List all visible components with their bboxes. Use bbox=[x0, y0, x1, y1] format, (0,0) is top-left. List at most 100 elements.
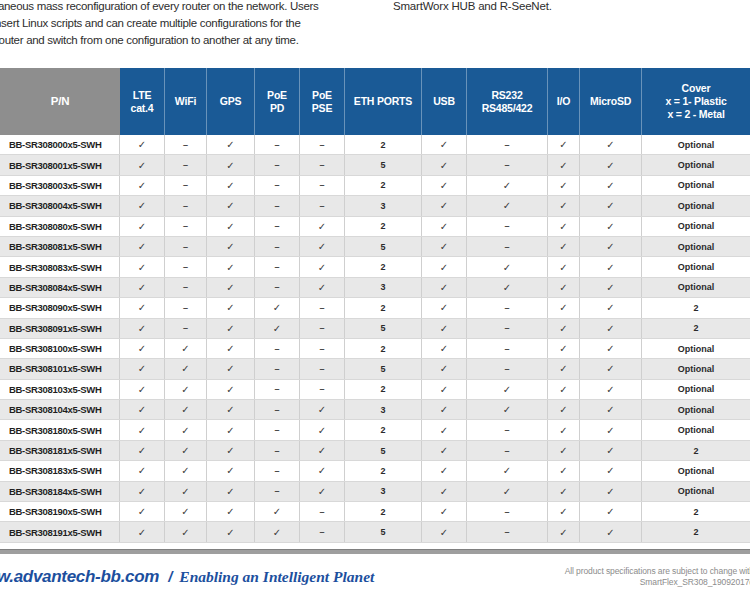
check-icon: ✓ bbox=[207, 176, 255, 195]
check-icon: ✓ bbox=[548, 522, 580, 541]
check-icon: ✓ bbox=[548, 339, 580, 358]
check-icon: ✓ bbox=[548, 155, 580, 174]
pn-cell: BB-SR308100x5-SWH bbox=[0, 339, 120, 358]
check-icon: ✓ bbox=[255, 502, 300, 521]
pn-cell: BB-SR308101x5-SWH bbox=[0, 359, 120, 378]
table-row: BB-SR308101x5-SWH✓✓✓––5✓–✓✓Optional bbox=[0, 359, 750, 379]
table-row: BB-SR308191x5-SWH✓✓✓✓–5✓–✓✓2 bbox=[0, 522, 750, 542]
value-cell: Optional bbox=[642, 359, 750, 378]
check-icon: ✓ bbox=[207, 319, 255, 338]
check-icon: ✓ bbox=[207, 461, 255, 480]
check-icon: ✓ bbox=[548, 298, 580, 317]
table-row: BB-SR308180x5-SWH✓✓✓–✓2✓–✓✓Optional bbox=[0, 420, 750, 440]
table-row: BB-SR308081x5-SWH✓–✓–✓5✓–✓✓Optional bbox=[0, 237, 750, 257]
dash-cell: – bbox=[467, 441, 548, 460]
check-icon: ✓ bbox=[165, 482, 207, 501]
check-icon: ✓ bbox=[548, 319, 580, 338]
check-icon: ✓ bbox=[580, 461, 642, 480]
check-icon: ✓ bbox=[120, 420, 165, 439]
check-icon: ✓ bbox=[120, 298, 165, 317]
check-icon: ✓ bbox=[207, 400, 255, 419]
pn-cell: BB-SR308001x5-SWH bbox=[0, 155, 120, 174]
value-cell: Optional bbox=[642, 237, 750, 256]
check-icon: ✓ bbox=[165, 502, 207, 521]
check-icon: ✓ bbox=[580, 278, 642, 297]
footer-note: All product specifications are subject t… bbox=[565, 566, 750, 588]
check-icon: ✓ bbox=[548, 482, 580, 501]
check-icon: ✓ bbox=[255, 522, 300, 541]
pn-cell: BB-SR308003x5-SWH bbox=[0, 176, 120, 195]
pn-cell: BB-SR308000x5-SWH bbox=[0, 135, 120, 154]
dash-cell: – bbox=[467, 420, 548, 439]
check-icon: ✓ bbox=[165, 359, 207, 378]
datasheet-page: taneous mass reconfiguration of every ro… bbox=[0, 0, 750, 608]
value-cell: 2 bbox=[345, 176, 422, 195]
dash-cell: – bbox=[165, 196, 207, 215]
check-icon: ✓ bbox=[120, 196, 165, 215]
check-icon: ✓ bbox=[300, 461, 345, 480]
check-icon: ✓ bbox=[165, 400, 207, 419]
check-icon: ✓ bbox=[120, 461, 165, 480]
dash-cell: – bbox=[255, 420, 300, 439]
dash-cell: – bbox=[467, 359, 548, 378]
footer-divider bbox=[0, 549, 750, 554]
check-icon: ✓ bbox=[207, 135, 255, 154]
value-cell: 5 bbox=[345, 441, 422, 460]
brand-tagline: Enabling an Intelligent Planet bbox=[179, 568, 374, 585]
value-cell: 5 bbox=[345, 237, 422, 256]
check-icon: ✓ bbox=[548, 196, 580, 215]
table-row: BB-SR308190x5-SWH✓✓✓✓–2✓–✓✓2 bbox=[0, 502, 750, 522]
pn-cell: BB-SR308103x5-SWH bbox=[0, 380, 120, 399]
check-icon: ✓ bbox=[422, 420, 467, 439]
check-icon: ✓ bbox=[548, 400, 580, 419]
check-icon: ✓ bbox=[120, 257, 165, 276]
check-icon: ✓ bbox=[467, 482, 548, 501]
check-icon: ✓ bbox=[548, 380, 580, 399]
check-icon: ✓ bbox=[207, 482, 255, 501]
check-icon: ✓ bbox=[255, 298, 300, 317]
check-icon: ✓ bbox=[120, 380, 165, 399]
value-cell: 3 bbox=[345, 278, 422, 297]
dash-cell: – bbox=[165, 257, 207, 276]
dash-cell: – bbox=[255, 380, 300, 399]
check-icon: ✓ bbox=[120, 400, 165, 419]
check-icon: ✓ bbox=[548, 420, 580, 439]
value-cell: 2 bbox=[642, 298, 750, 317]
check-icon: ✓ bbox=[120, 237, 165, 256]
check-icon: ✓ bbox=[422, 237, 467, 256]
dash-cell: – bbox=[467, 502, 548, 521]
value-cell: 2 bbox=[345, 257, 422, 276]
check-icon: ✓ bbox=[422, 502, 467, 521]
pn-cell: BB-SR308004x5-SWH bbox=[0, 196, 120, 215]
pn-cell: BB-SR308190x5-SWH bbox=[0, 502, 120, 521]
dash-cell: – bbox=[165, 237, 207, 256]
table-row: BB-SR308000x5-SWH✓–✓––2✓–✓✓Optional bbox=[0, 135, 750, 155]
check-icon: ✓ bbox=[300, 420, 345, 439]
check-icon: ✓ bbox=[422, 339, 467, 358]
value-cell: 2 bbox=[642, 502, 750, 521]
check-icon: ✓ bbox=[580, 400, 642, 419]
value-cell: 2 bbox=[345, 298, 422, 317]
check-icon: ✓ bbox=[165, 380, 207, 399]
dash-cell: – bbox=[255, 359, 300, 378]
check-icon: ✓ bbox=[300, 237, 345, 256]
check-icon: ✓ bbox=[207, 217, 255, 236]
dash-cell: – bbox=[467, 522, 548, 541]
intro-left-text: taneous mass reconfiguration of every ro… bbox=[0, 0, 318, 49]
table-row: BB-SR308181x5-SWH✓✓✓–✓5✓–✓✓2 bbox=[0, 441, 750, 461]
check-icon: ✓ bbox=[120, 176, 165, 195]
value-cell: 2 bbox=[345, 339, 422, 358]
check-icon: ✓ bbox=[207, 298, 255, 317]
dash-cell: – bbox=[300, 196, 345, 215]
footer-note-line1: All product specifications are subject t… bbox=[565, 566, 750, 577]
check-icon: ✓ bbox=[467, 400, 548, 419]
check-icon: ✓ bbox=[580, 502, 642, 521]
check-icon: ✓ bbox=[165, 420, 207, 439]
value-cell: 2 bbox=[345, 461, 422, 480]
check-icon: ✓ bbox=[422, 135, 467, 154]
website-link[interactable]: w.advantech-bb.com bbox=[0, 567, 159, 586]
column-header: RS232 RS485/422 bbox=[467, 68, 548, 135]
check-icon: ✓ bbox=[467, 461, 548, 480]
check-icon: ✓ bbox=[422, 319, 467, 338]
check-icon: ✓ bbox=[548, 502, 580, 521]
